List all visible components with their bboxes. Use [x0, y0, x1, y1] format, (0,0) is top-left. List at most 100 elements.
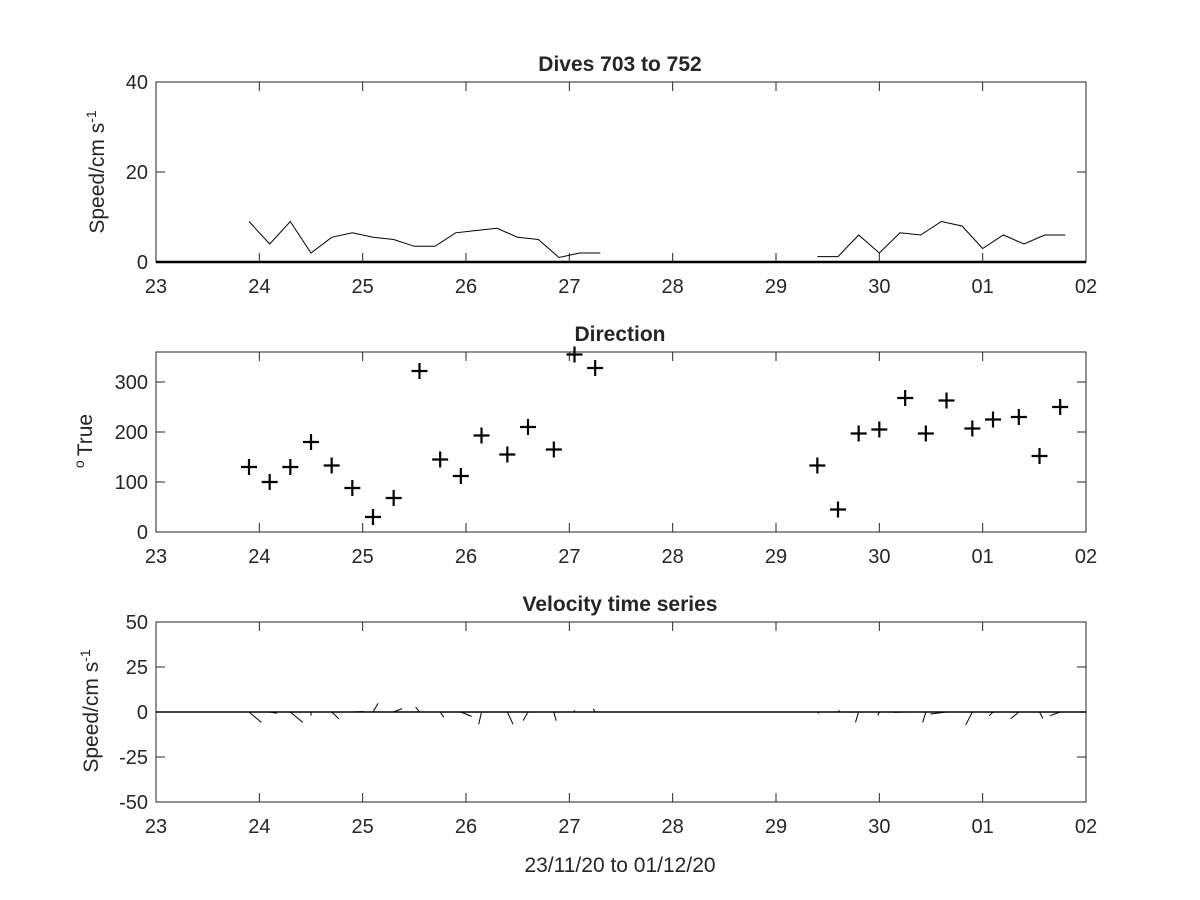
velocity-panel: Velocity time series Speed/cm s-1 23 24 25… — [77, 593, 1097, 838]
velocity-panel-ylabel: Speed/cm s-1 — [77, 649, 103, 773]
direction-point — [917, 425, 934, 442]
velocity-xtick-label: 23 — [145, 816, 167, 838]
velocity-stick — [478, 711, 482, 725]
direction-point — [985, 411, 1001, 428]
velocity-xtick-label: 30 — [868, 816, 890, 838]
velocity-stick — [439, 711, 445, 718]
velocity-xtick-label: 28 — [662, 816, 684, 838]
velocity-stick — [331, 711, 340, 720]
direction-xtick-label: 27 — [558, 546, 580, 568]
direction-point — [261, 474, 278, 490]
direction-point — [452, 468, 469, 484]
direction-point — [303, 434, 319, 450]
speed-xtick-label: 25 — [352, 276, 374, 298]
direction-point — [850, 425, 867, 442]
velocity-stick — [522, 711, 529, 721]
speed-xtick-label: 26 — [455, 276, 477, 298]
speed-panel-title: Dives 703 to 752 — [538, 53, 701, 76]
velocity-stick — [922, 711, 927, 723]
direction-point — [282, 459, 299, 475]
direction-point — [365, 509, 381, 525]
speed-panel-ylabel: Speed/cm s-1 — [83, 110, 109, 234]
speed-ytick-label: 20 — [126, 162, 148, 184]
velocity-ytick-label: 0 — [137, 702, 148, 724]
speed-xtick-label: 01 — [972, 276, 994, 298]
velocity-stick — [393, 708, 403, 713]
direction-xtick-label: 29 — [765, 546, 787, 568]
direction-point — [499, 446, 516, 463]
velocity-ytick-label: 25 — [126, 657, 148, 679]
direction-point — [566, 346, 583, 363]
direction-point — [938, 392, 955, 409]
direction-point — [587, 360, 604, 376]
direction-ytick-label: 0 — [137, 522, 148, 544]
direction-xtick-label: 30 — [868, 546, 890, 568]
direction-xtick-label: 25 — [352, 546, 374, 568]
velocity-stick — [269, 711, 277, 714]
velocity-xtick-label: 27 — [558, 816, 580, 838]
speed-xtick-label: 27 — [558, 276, 580, 298]
direction-panel: Direction oTrue 23 24 25 26 27 28 29 30 01 02 0 100… — [71, 323, 1097, 568]
velocity-stick — [965, 711, 973, 726]
speed-ytick-label: 40 — [126, 72, 148, 94]
direction-point — [411, 363, 428, 379]
speed-series-line-1 — [817, 220, 1066, 258]
velocity-stick — [248, 711, 262, 723]
velocity-stick — [837, 710, 840, 713]
direction-axes-box — [155, 351, 1087, 533]
direction-point — [1031, 448, 1048, 464]
speed-series-line-0 — [248, 220, 601, 259]
direction-point — [323, 457, 340, 474]
direction-point — [241, 459, 257, 475]
velocity-stick — [506, 711, 514, 725]
direction-ytick-label: 300 — [115, 372, 148, 394]
velocity-ytick-label: -25 — [119, 747, 148, 769]
velocity-stick — [460, 711, 472, 717]
direction-point — [1010, 409, 1027, 425]
velocity-stick — [553, 711, 557, 721]
direction-point — [473, 427, 490, 444]
direction-xtick-label: 24 — [248, 546, 270, 568]
velocity-stick — [1039, 711, 1044, 719]
direction-panel-title: Direction — [574, 323, 665, 346]
velocity-xtick-label: 02 — [1075, 816, 1097, 838]
direction-point — [385, 490, 402, 506]
speed-xtick-label: 02 — [1075, 276, 1097, 298]
direction-xtick-label: 01 — [972, 546, 994, 568]
direction-point — [432, 451, 449, 468]
velocity-xtick-label: 26 — [455, 816, 477, 838]
direction-ytick-label: 200 — [115, 422, 148, 444]
direction-xtick-label: 02 — [1075, 546, 1097, 568]
speed-xtick-label: 24 — [248, 276, 270, 298]
velocity-stick — [1010, 711, 1020, 720]
velocity-xtick-label: 01 — [972, 816, 994, 838]
direction-xtick-label: 23 — [145, 546, 167, 568]
speed-panel: Dives 703 to 752 Speed/cm s-1 23 24 25 26 27… — [83, 53, 1097, 298]
direction-xtick-label: 28 — [662, 546, 684, 568]
velocity-ytick-label: -50 — [119, 792, 148, 814]
velocity-stick — [415, 706, 420, 713]
velocity-panel-title: Velocity time series — [523, 593, 718, 616]
direction-point — [809, 457, 826, 474]
velocity-stick — [372, 703, 379, 713]
direction-panel-ylabel: oTrue — [71, 414, 97, 468]
speed-ytick-label: 0 — [137, 252, 148, 274]
velocity-stick — [930, 711, 947, 715]
direction-point — [830, 501, 846, 518]
figure-xlabel: 23/11/20 to 01/12/20 — [524, 854, 715, 877]
direction-point — [897, 390, 914, 406]
direction-ytick-label: 100 — [115, 472, 148, 494]
direction-point — [520, 419, 536, 435]
velocity-ytick-label: 50 — [126, 612, 148, 634]
velocity-stick — [1049, 711, 1061, 717]
speed-xtick-label: 23 — [145, 276, 167, 298]
direction-point — [344, 480, 361, 496]
velocity-stick — [988, 711, 994, 717]
speed-axes-box — [155, 81, 1087, 263]
velocity-stick — [877, 711, 880, 716]
velocity-stick — [290, 711, 304, 723]
direction-point — [545, 441, 562, 458]
direction-point — [964, 420, 981, 437]
direction-point — [1052, 399, 1069, 415]
